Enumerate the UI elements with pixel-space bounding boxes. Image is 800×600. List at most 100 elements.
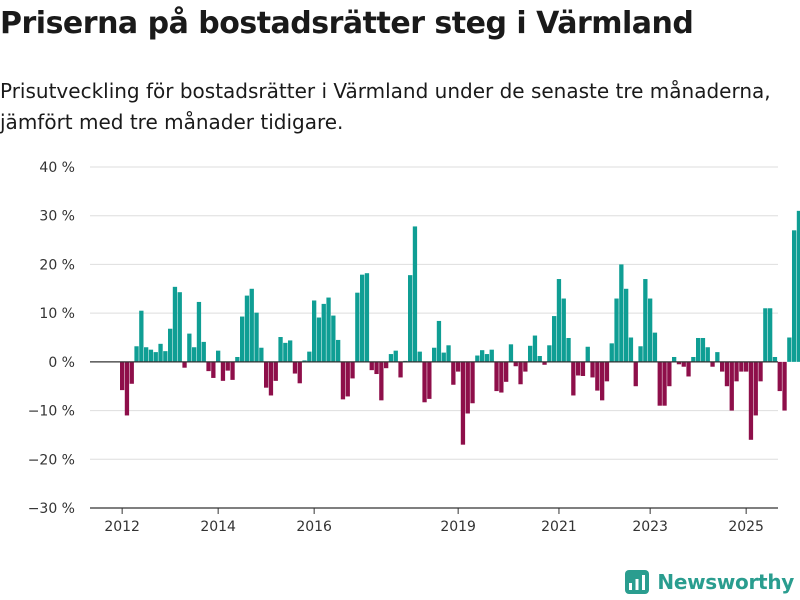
newsworthy-logo: Newsworthy xyxy=(625,570,794,594)
bar xyxy=(432,347,437,362)
bar xyxy=(609,343,614,362)
grid-lines xyxy=(90,166,778,460)
bar xyxy=(576,361,581,376)
bar xyxy=(518,361,523,385)
newsworthy-icon xyxy=(625,570,650,594)
bar xyxy=(254,312,259,362)
bar xyxy=(600,361,605,401)
x-tick-label: 2025 xyxy=(728,519,764,535)
bar xyxy=(691,356,696,362)
bar xyxy=(240,316,245,362)
bar xyxy=(144,347,149,362)
bar xyxy=(772,356,778,362)
bar xyxy=(451,361,456,385)
bar xyxy=(273,361,278,381)
bar xyxy=(720,361,725,372)
bar xyxy=(302,360,307,362)
chart-subtitle: Prisutveckling för bostadsrätter i Värml… xyxy=(0,79,771,134)
bar xyxy=(633,361,638,387)
bar xyxy=(523,361,528,372)
bar xyxy=(360,274,365,362)
bar xyxy=(436,320,442,362)
bar xyxy=(249,288,254,362)
bar xyxy=(652,332,658,362)
bar xyxy=(710,361,715,367)
bar xyxy=(696,337,701,362)
bar xyxy=(672,356,677,362)
bar xyxy=(235,356,240,362)
bar xyxy=(124,361,130,416)
bar xyxy=(196,301,202,362)
x-axis: 2012 2014 2016 2019 2021 2023 2025 xyxy=(90,361,778,535)
bar xyxy=(336,339,341,362)
bar xyxy=(556,279,562,362)
bar xyxy=(331,315,336,362)
bar xyxy=(326,297,331,362)
bar xyxy=(561,298,566,362)
bar-chart: 40 %30 %20 %10 %0 %−10 %−20 %−30 % 2012 2… xyxy=(28,160,800,535)
bar xyxy=(494,361,499,392)
bar xyxy=(628,337,634,362)
bar xyxy=(705,347,710,362)
x-tick-label: 2021 xyxy=(541,519,577,535)
y-tick-label: −20 % xyxy=(28,452,75,468)
bar xyxy=(153,352,158,362)
bar xyxy=(676,361,682,365)
bar xyxy=(782,361,787,411)
bar xyxy=(643,279,648,362)
bar xyxy=(796,210,800,362)
bar xyxy=(398,361,403,378)
bar xyxy=(211,361,216,378)
bar xyxy=(139,310,144,362)
bar xyxy=(648,298,653,362)
bar xyxy=(408,275,413,362)
bars xyxy=(120,210,800,445)
bar xyxy=(748,361,754,440)
bar xyxy=(744,361,749,372)
bar xyxy=(187,333,192,362)
bar xyxy=(201,341,206,362)
bar xyxy=(369,361,374,371)
bar xyxy=(729,361,734,411)
bar xyxy=(393,350,398,362)
bar xyxy=(417,351,422,362)
bar xyxy=(552,316,557,362)
bar xyxy=(528,345,533,362)
bar xyxy=(787,337,792,362)
bar xyxy=(456,361,461,372)
bar xyxy=(292,361,298,374)
brand-name: Newsworthy xyxy=(657,570,794,594)
bar xyxy=(667,361,672,387)
bar xyxy=(508,344,514,362)
x-tick-label: 2019 xyxy=(440,519,476,535)
bar xyxy=(297,361,302,384)
y-tick-label: −30 % xyxy=(28,501,75,517)
bar xyxy=(172,286,178,362)
bar xyxy=(662,361,667,406)
bar xyxy=(542,361,547,365)
bar xyxy=(268,361,274,396)
bar xyxy=(168,328,173,362)
bar xyxy=(412,226,418,362)
bar xyxy=(129,361,134,384)
bar xyxy=(312,300,317,362)
bar xyxy=(638,346,643,362)
bar xyxy=(388,354,394,362)
bar xyxy=(585,346,590,362)
bar xyxy=(763,308,768,362)
bar xyxy=(364,273,370,362)
bar xyxy=(321,303,326,362)
bar xyxy=(307,351,312,362)
bar xyxy=(595,361,600,391)
bar xyxy=(177,292,182,362)
x-tick-label: 2016 xyxy=(296,519,332,535)
bar xyxy=(355,292,360,362)
x-tick-label: 2012 xyxy=(104,519,140,535)
bar xyxy=(499,361,504,393)
y-tick-label: 40 % xyxy=(39,160,75,176)
bar xyxy=(283,342,288,362)
bar xyxy=(379,361,384,401)
bar xyxy=(345,361,350,397)
bar xyxy=(566,337,571,362)
bar xyxy=(446,345,451,362)
